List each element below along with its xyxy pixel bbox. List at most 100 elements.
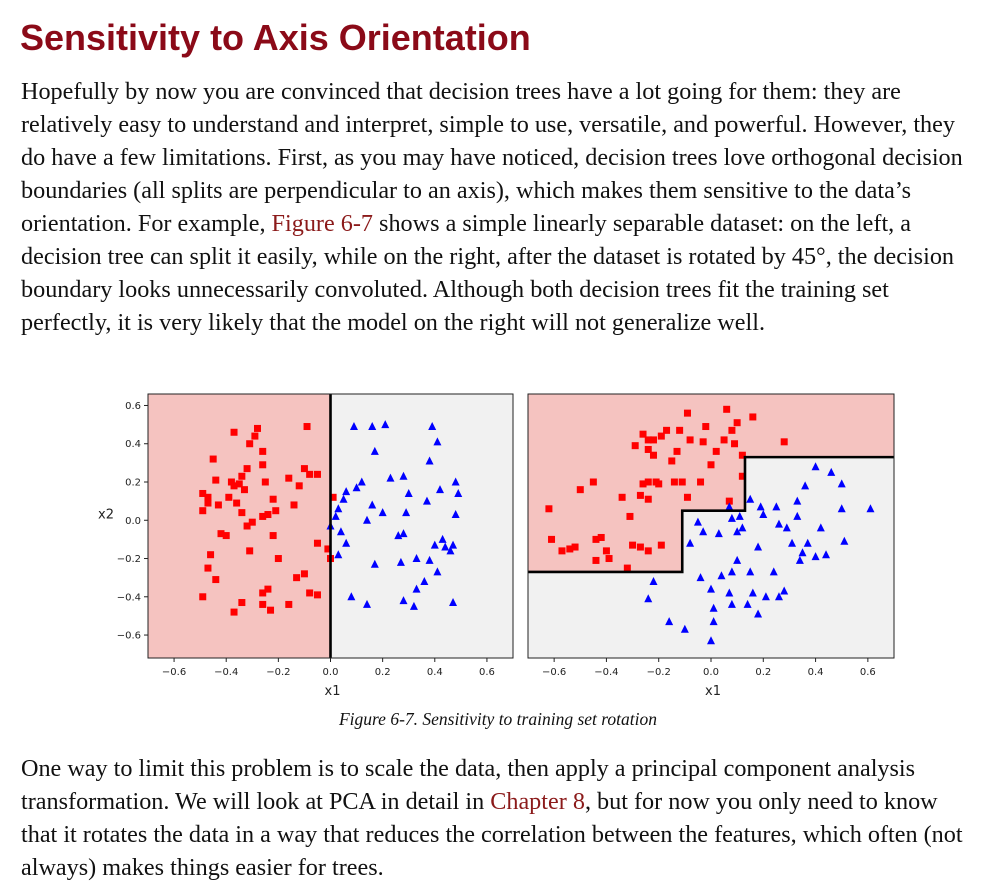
data-point-triangle (352, 483, 361, 492)
data-point-square (204, 493, 212, 501)
data-point-square (602, 547, 610, 555)
data-point-triangle (347, 592, 356, 601)
data-point-square (251, 432, 259, 440)
data-point-triangle (363, 599, 371, 608)
y-tick-label: 0.2 (125, 478, 141, 489)
data-point-triangle (746, 567, 755, 576)
data-point-square (571, 543, 579, 551)
x-tick-label: −0.2 (266, 667, 290, 678)
data-point-square (686, 436, 694, 444)
data-point-triangle (733, 527, 742, 536)
data-point-triangle (449, 598, 458, 607)
data-point-square (285, 600, 293, 608)
data-point-triangle (363, 515, 371, 524)
data-point-square (639, 480, 647, 488)
paragraph-text: shows a simple linearly separable datase… (21, 210, 955, 336)
data-point-triangle (727, 567, 736, 576)
data-point-square (300, 570, 308, 578)
figure-caption: Figure 6-7. Sensitivity to training set … (338, 709, 658, 729)
data-point-triangle (370, 559, 379, 568)
data-point-square (707, 461, 715, 469)
y-tick-label: −0.2 (117, 554, 141, 565)
data-point-triangle (446, 546, 455, 555)
data-point-square (238, 509, 246, 517)
data-point-square (313, 591, 321, 599)
data-point-triangle (769, 567, 778, 576)
data-point-square (259, 447, 267, 455)
data-point-square (248, 518, 256, 526)
data-point-triangle (441, 542, 450, 551)
data-point-triangle (707, 584, 715, 593)
data-point-square (605, 555, 613, 563)
data-point-square (629, 541, 637, 549)
data-point-triangle (334, 504, 343, 513)
data-point-square (285, 474, 293, 482)
data-point-triangle (342, 538, 351, 547)
figure-link[interactable]: Figure 6-7 (271, 210, 373, 237)
data-point-triangle (699, 527, 708, 536)
plot-area (528, 394, 894, 658)
data-point-triangle (342, 487, 351, 496)
x-tick-label: 0.4 (427, 667, 443, 678)
x-tick-label: 0.0 (323, 667, 339, 678)
data-point-square (644, 547, 652, 555)
x-axis-label: x1 (705, 684, 721, 699)
data-point-triangle (727, 599, 736, 608)
data-point-square (306, 589, 314, 597)
data-point-triangle (811, 462, 820, 471)
paragraph-text: Hopefully by now you are convinced that … (21, 78, 963, 237)
data-point-square (702, 423, 710, 431)
data-point-triangle (788, 538, 797, 547)
data-point-square (235, 480, 243, 488)
data-point-triangle (396, 557, 405, 566)
data-point-square (733, 419, 741, 427)
data-point-triangle (644, 594, 653, 603)
data-point-triangle (717, 571, 726, 580)
data-point-square (293, 574, 301, 582)
data-point-square (636, 543, 644, 551)
data-point-square (259, 512, 267, 520)
x-tick-label: 0.6 (860, 667, 876, 678)
data-point-square (199, 489, 207, 497)
data-point-square (720, 436, 728, 444)
data-point-triangle (709, 617, 718, 626)
x-tick-label: 0.2 (755, 667, 771, 678)
data-point-triangle (693, 517, 702, 526)
data-point-square (589, 478, 597, 486)
data-point-triangle (840, 536, 849, 545)
data-point-triangle (412, 554, 421, 563)
data-point-square (668, 457, 676, 465)
data-point-square (246, 440, 254, 448)
data-point-triangle (425, 555, 434, 564)
data-point-triangle (422, 496, 431, 505)
data-point-square (230, 482, 238, 490)
data-point-square (290, 501, 298, 509)
y-tick-label: 0.6 (125, 401, 141, 412)
data-point-square (238, 472, 246, 480)
data-point-square (204, 499, 212, 507)
data-point-triangle (368, 500, 377, 509)
data-point-square (225, 493, 233, 501)
data-point-triangle (409, 601, 418, 610)
data-point-triangle (696, 573, 705, 582)
data-point-square (267, 606, 275, 614)
data-point-square (238, 599, 246, 607)
decision-boundary (528, 455, 894, 574)
paragraph-text: One way to limit this problem is to scal… (21, 755, 916, 815)
data-point-square (655, 480, 663, 488)
data-point-triangle (811, 552, 820, 561)
data-point-square (649, 436, 657, 444)
data-point-square (233, 499, 241, 507)
data-point-triangle (725, 588, 734, 597)
data-point-triangle (399, 471, 408, 480)
decision-region-gray (528, 457, 894, 658)
data-point-square (212, 576, 220, 584)
data-point-square (303, 423, 311, 431)
data-point-square (644, 445, 652, 453)
chapter-link[interactable]: Chapter 8 (490, 788, 585, 815)
data-point-square (204, 564, 212, 572)
data-point-triangle (735, 511, 744, 520)
data-point-square (261, 478, 269, 486)
y-axis-label: x2 (98, 507, 114, 522)
data-point-triangle (738, 523, 747, 532)
